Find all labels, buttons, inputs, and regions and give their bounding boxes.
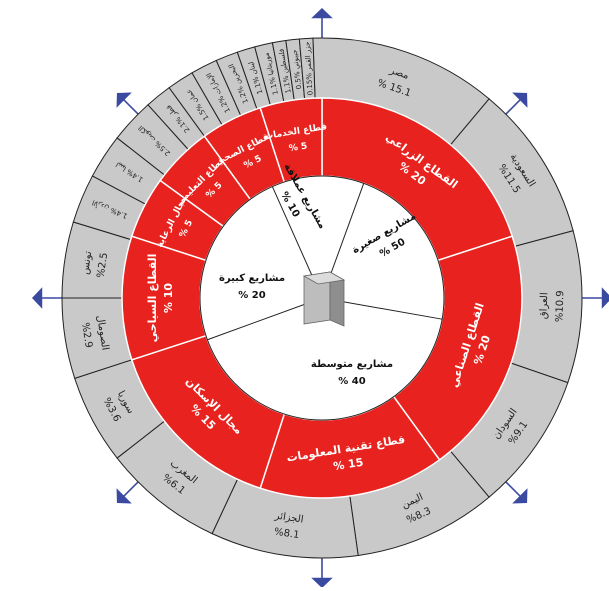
- center-layer: [302, 271, 346, 327]
- country-name: جزر القمر: [303, 41, 313, 72]
- arrow-head-icon: [512, 488, 528, 504]
- sector-value: % 15: [332, 456, 364, 474]
- sector-value: % 5: [288, 141, 308, 154]
- country-label-compact: جيبوتي %0.5: [291, 49, 303, 90]
- country-name: العراق: [538, 292, 550, 319]
- arrow-head-icon: [311, 577, 333, 588]
- arrow-head-icon: [512, 92, 528, 108]
- country-name: تونس: [80, 250, 94, 275]
- arrow-head-icon: [116, 92, 132, 108]
- project-size-value: % 20: [238, 290, 265, 301]
- document-stack-icon: [302, 271, 346, 327]
- country-name: جيبوتي: [291, 49, 301, 70]
- project-size-label: مشاريع متوسطة: [311, 359, 393, 370]
- inner-divider: [207, 297, 323, 341]
- country-value: %2.9: [79, 322, 94, 349]
- arrow-head-icon: [32, 287, 43, 309]
- project-size-value: % 40: [338, 376, 365, 387]
- sector-value: % 10: [162, 283, 175, 314]
- country-value: %0.5: [293, 71, 303, 90]
- country-value: %1.1: [282, 75, 293, 94]
- country-value: %1.1: [268, 76, 280, 95]
- arrow-head-icon: [601, 287, 609, 309]
- country-name: لبنان: [247, 60, 259, 75]
- country-name: الجزائر: [273, 510, 304, 525]
- country-value: %8.1: [273, 527, 300, 542]
- arrow-head-icon: [116, 488, 132, 504]
- sector-name: القطاع السياحي: [146, 254, 159, 343]
- country-label-compact: جزر القمر %0.15: [303, 41, 314, 95]
- arrow-head-icon: [311, 8, 333, 19]
- project-size-label: مشاريع كبيرة: [219, 273, 285, 284]
- country-value: %0.15: [305, 72, 314, 95]
- country-value: %10.9: [554, 290, 566, 322]
- country-name: الصومال: [94, 314, 110, 351]
- country-value: %2.5: [96, 252, 111, 279]
